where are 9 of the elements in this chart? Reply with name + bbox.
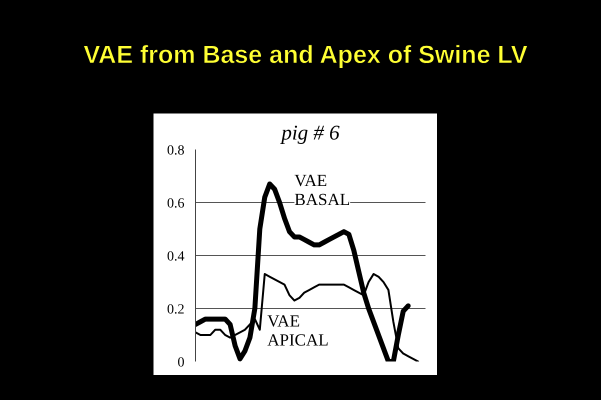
series-label: VAE APICAL xyxy=(267,312,329,350)
y-tick-label: 0.4 xyxy=(167,250,184,264)
series-label: VAE BASAL xyxy=(294,171,350,210)
y-tick-label: 0.8 xyxy=(167,144,184,158)
y-tick-label: 0.2 xyxy=(167,302,184,318)
y-tick-label: 0 xyxy=(178,356,184,370)
chart-title: VAE from Base and Apex of Swine LV xyxy=(83,41,528,69)
y-tick-label: 0.6 xyxy=(167,196,184,212)
chart-subtitle: pig # 6 xyxy=(279,120,340,144)
